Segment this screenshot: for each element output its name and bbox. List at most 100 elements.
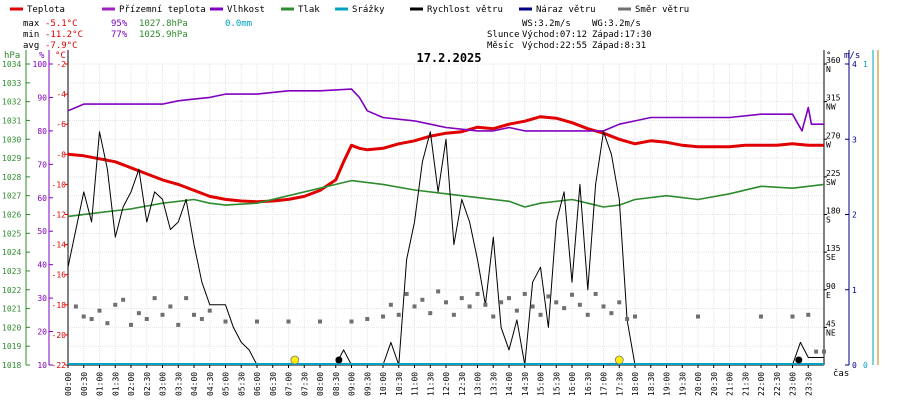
x-tick-40: 20:00 <box>694 372 703 396</box>
pressure-tick-5: 1023 <box>2 267 21 276</box>
direction-point-39 <box>499 300 504 305</box>
direction-point-47 <box>562 306 567 311</box>
x-tick-36: 18:00 <box>631 372 640 396</box>
direction-point-1 <box>81 314 86 319</box>
direction-point-7 <box>129 322 133 327</box>
x-tick-13: 06:30 <box>269 372 278 396</box>
pressure-tick-14: 1032 <box>2 98 21 107</box>
x-tick-34: 17:00 <box>600 372 609 396</box>
x-tick-29: 14:30 <box>521 372 530 396</box>
wind-tick-4: 4 <box>852 60 857 69</box>
pressure-tick-13: 1031 <box>2 116 21 125</box>
max-rain: 0.0mm <box>225 19 252 29</box>
x-tick-20: 10:00 <box>379 372 388 396</box>
direction-point-38 <box>491 314 496 319</box>
direction-point-44 <box>538 312 543 317</box>
x-tick-12: 06:00 <box>253 372 262 396</box>
moon-marker-1 <box>795 356 803 364</box>
wind-tick-1: 1 <box>852 286 857 295</box>
temperature-tick-9: -4 <box>56 90 66 99</box>
x-tick-19: 09:30 <box>363 372 372 396</box>
direction-point-9 <box>144 317 149 322</box>
chart-title: 17.2.2025 <box>416 51 481 65</box>
x-tick-24: 12:00 <box>442 372 451 396</box>
direction-point-19 <box>255 319 259 324</box>
wg-value: WG:3.2m/s <box>592 19 641 29</box>
direction-tick-2: 135 <box>826 244 841 253</box>
x-tick-38: 19:00 <box>663 372 672 396</box>
series-line-3 <box>67 131 824 366</box>
pressure-tick-0: 1018 <box>2 361 21 370</box>
legend: Teplota Přízemní teplota Vlhkost Tlak Srážky… <box>10 5 689 15</box>
direction-point-56 <box>633 314 637 319</box>
x-tick-27: 13:30 <box>489 372 498 396</box>
direction-cardinal-3: S <box>826 216 831 225</box>
series-line-0 <box>67 115 824 204</box>
direction-point-23 <box>365 317 370 322</box>
direction-point-11 <box>160 312 165 317</box>
direction-tick-4: 225 <box>826 169 841 178</box>
direction-point-49 <box>577 302 582 307</box>
pressure-tick-16: 1034 <box>2 60 21 69</box>
direction-point-54 <box>617 300 622 305</box>
legend-label-1: Přízemní teplota <box>119 5 206 15</box>
direction-point-0 <box>73 304 78 309</box>
humidity-tick-2: 30 <box>37 294 47 303</box>
direction-cardinal-2: SE <box>826 253 836 262</box>
direction-point-29 <box>420 297 425 302</box>
rain-tick-0: 0 <box>863 361 868 370</box>
pressure-tick-8: 1026 <box>2 211 21 220</box>
direction-point-45 <box>546 294 551 299</box>
direction-tick-6: 315 <box>826 94 841 103</box>
direction-point-8 <box>136 311 141 316</box>
humidity-tick-6: 70 <box>37 160 47 169</box>
direction-point-26 <box>396 312 401 317</box>
legend-label-2: Vlhkost <box>227 5 265 15</box>
humidity-tick-4: 50 <box>37 227 47 236</box>
pressure-tick-7: 1025 <box>2 229 21 238</box>
wind-tick-0: 0 <box>852 361 857 370</box>
legend-label-5: Rychlost větru <box>427 5 503 15</box>
max-hum: 95% <box>111 19 128 29</box>
direction-point-53 <box>609 311 614 316</box>
x-tick-17: 08:30 <box>332 372 341 396</box>
x-tick-8: 04:00 <box>190 372 199 396</box>
temperature-tick-0: -22 <box>52 361 67 370</box>
series-line-2 <box>67 179 825 218</box>
x-tick-14: 07:00 <box>285 372 294 396</box>
series-line-1 <box>67 88 824 132</box>
legend-label-6: Náraz větru <box>536 5 596 15</box>
direction-point-18 <box>223 319 228 324</box>
x-tick-4: 02:00 <box>127 372 136 396</box>
direction-point-43 <box>530 304 535 309</box>
sunset-value: Západ:17:30 <box>592 30 652 40</box>
pressure-tick-3: 1021 <box>2 305 21 314</box>
temperature-tick-5: -12 <box>52 211 67 220</box>
wind-axis-title: m/s <box>844 51 860 61</box>
x-tick-45: 22:30 <box>773 372 782 396</box>
pressure-tick-4: 1022 <box>2 286 21 295</box>
x-tick-33: 16:30 <box>584 372 593 396</box>
direction-point-61 <box>814 349 819 354</box>
direction-point-22 <box>349 319 354 324</box>
direction-point-40 <box>507 296 511 301</box>
wind-sun-info: WS:3.2m/s WG:3.2m/s Slunce Východ:07:12 … <box>487 19 652 51</box>
ws-value: WS:3.2m/s <box>522 19 571 29</box>
x-tick-21: 10:30 <box>395 372 404 396</box>
direction-cardinal-1: E <box>826 291 831 300</box>
sunrise-value: Východ:07:12 <box>522 30 587 40</box>
min-hum: 77% <box>111 30 128 40</box>
direction-cardinal-6: NW <box>826 103 836 112</box>
direction-point-51 <box>593 291 598 296</box>
x-tick-32: 16:00 <box>568 372 577 396</box>
temperature-tick-3: -16 <box>52 271 67 280</box>
direction-point-48 <box>570 292 574 297</box>
x-tick-2: 01:00 <box>96 372 105 396</box>
direction-point-30 <box>428 311 433 316</box>
moonrise-value: Východ:22:55 <box>522 41 587 51</box>
direction-point-55 <box>625 317 630 322</box>
temperature-tick-4: -14 <box>52 241 67 250</box>
legend-label-4: Srážky <box>352 5 385 15</box>
